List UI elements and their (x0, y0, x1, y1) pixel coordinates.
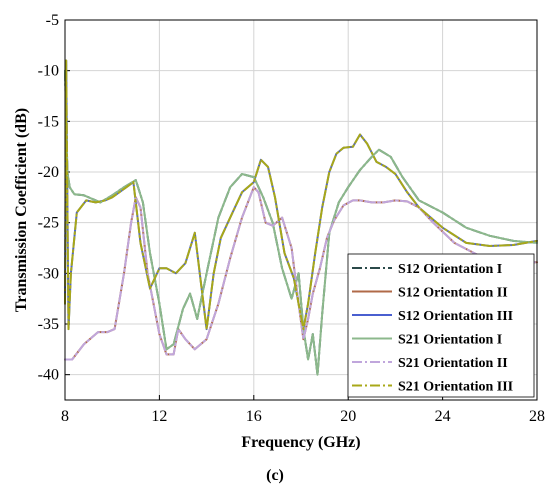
y-tick-label: -35 (38, 316, 59, 333)
x-tick-label: 28 (529, 408, 545, 425)
x-tick-label: 24 (435, 408, 451, 425)
series-line-s21-orientation-iii (64, 59, 538, 331)
y-axis-label: Transmission Coefficient (dB) (13, 108, 30, 312)
series-layer (64, 59, 538, 376)
y-tick-label: -15 (38, 113, 59, 130)
legend-label: S12 Orientation III (398, 309, 513, 324)
x-tick-label: 8 (61, 408, 69, 425)
x-axis-label: Frequency (GHz) (241, 434, 360, 451)
legend-label: S12 Orientation I (398, 262, 502, 277)
y-tick-labels: -5 -10 -15 -20 -25 -30 -35 -40 (38, 12, 59, 384)
x-tick-label: 20 (340, 408, 356, 425)
y-tick-label: -20 (38, 164, 59, 181)
y-tick-label: -10 (38, 63, 59, 80)
y-tick-label: -40 (38, 367, 59, 384)
x-tick-labels: 8 12 16 20 24 28 (61, 408, 545, 425)
legend-label: S21 Orientation II (398, 356, 508, 371)
figure-caption: (c) (266, 467, 284, 484)
series-line-s21-orientation-ii (64, 186, 538, 361)
legend-label: S12 Orientation II (398, 286, 508, 301)
x-tick-label: 12 (151, 408, 167, 425)
legend-label: S21 Orientation I (398, 333, 502, 348)
legend-box (347, 253, 535, 398)
y-tick-label: -5 (46, 12, 59, 29)
x-tick-label: 16 (246, 408, 262, 425)
legend-label: S21 Orientation III (398, 380, 513, 395)
legend: S12 Orientation I S12 Orientation II S12 O… (347, 253, 535, 398)
y-tick-label: -25 (38, 215, 59, 232)
y-tick-label: -30 (38, 265, 59, 282)
plot-frame (64, 19, 538, 401)
